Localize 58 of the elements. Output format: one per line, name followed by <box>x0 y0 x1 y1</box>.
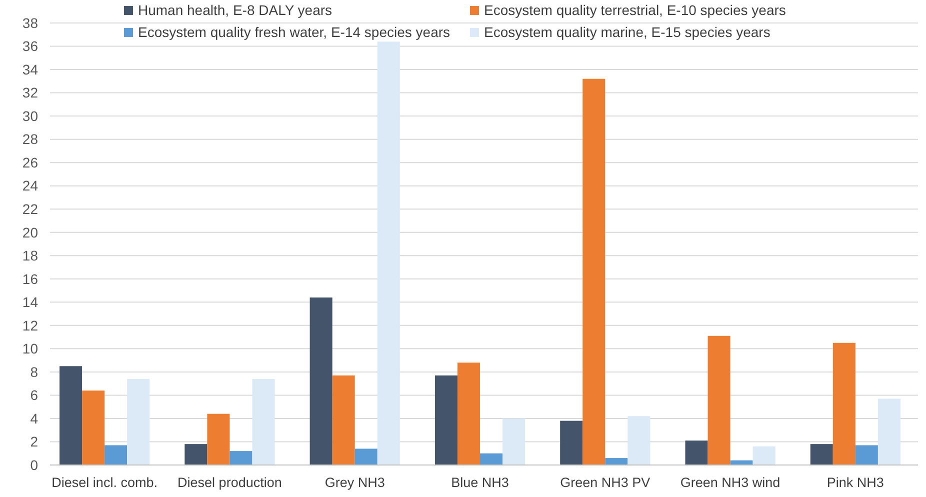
bar <box>207 414 230 465</box>
bar <box>184 444 208 465</box>
bar <box>377 42 400 465</box>
y-tick-label: 6 <box>30 387 38 404</box>
bar <box>560 420 583 465</box>
legend-label: Ecosystem quality terrestrial, E-10 species years <box>484 2 786 18</box>
y-tick-label: 12 <box>22 317 38 334</box>
y-tick-label: 0 <box>30 456 38 473</box>
bar <box>82 390 105 465</box>
bar <box>434 375 458 465</box>
bar <box>810 444 833 465</box>
y-tick-label: 28 <box>22 131 38 148</box>
bar <box>60 366 82 465</box>
bar <box>104 445 128 465</box>
y-tick-label: 2 <box>30 434 38 450</box>
bar <box>582 78 606 465</box>
y-tick-label: 38 <box>22 14 38 31</box>
bar <box>457 362 480 465</box>
x-tick-label: Grey NH3 <box>324 475 385 490</box>
bar <box>832 342 856 465</box>
y-tick-label: 36 <box>22 38 38 54</box>
y-tick-label: 4 <box>30 410 38 426</box>
y-tick-label: 22 <box>22 201 38 218</box>
y-tick-label: 24 <box>22 178 38 194</box>
y-tick-label: 26 <box>22 154 38 170</box>
legend-label: Human health, E-8 DALY years <box>138 2 332 18</box>
bar <box>605 458 628 465</box>
x-tick-label: Green NH3 wind <box>680 475 780 490</box>
bar <box>480 453 503 465</box>
y-tick-label: 20 <box>22 224 38 240</box>
y-tick-label: 18 <box>22 248 38 264</box>
y-tick-label: 34 <box>22 61 38 78</box>
legend-label: Ecosystem quality marine, E-15 species years <box>484 24 770 40</box>
y-tick-label: 14 <box>22 294 38 310</box>
x-tick-label: Diesel production <box>178 475 282 490</box>
bar <box>855 445 878 465</box>
bar <box>252 378 275 465</box>
bar <box>628 416 650 465</box>
x-tick-label: Pink NH3 <box>826 475 884 490</box>
bar <box>752 446 776 465</box>
x-tick-label: Diesel incl. comb. <box>52 475 158 490</box>
x-tick-label: Blue NH3 <box>451 475 509 490</box>
y-tick-label: 10 <box>22 340 38 357</box>
bar <box>708 336 730 465</box>
bar <box>878 398 900 465</box>
bar <box>230 451 252 465</box>
y-tick-label: 30 <box>22 108 38 124</box>
y-tick-label: 16 <box>22 270 38 287</box>
bar <box>332 375 355 465</box>
y-tick-label: 8 <box>30 364 38 380</box>
bar <box>354 448 378 465</box>
bar <box>685 440 708 465</box>
bar <box>127 378 150 465</box>
bar <box>310 298 332 465</box>
bar <box>502 418 526 465</box>
y-tick-label: 32 <box>22 84 38 101</box>
x-tick-label: Green NH3 PV <box>560 475 650 490</box>
legend-label: Ecosystem quality fresh water, E-14 species years <box>138 24 450 40</box>
